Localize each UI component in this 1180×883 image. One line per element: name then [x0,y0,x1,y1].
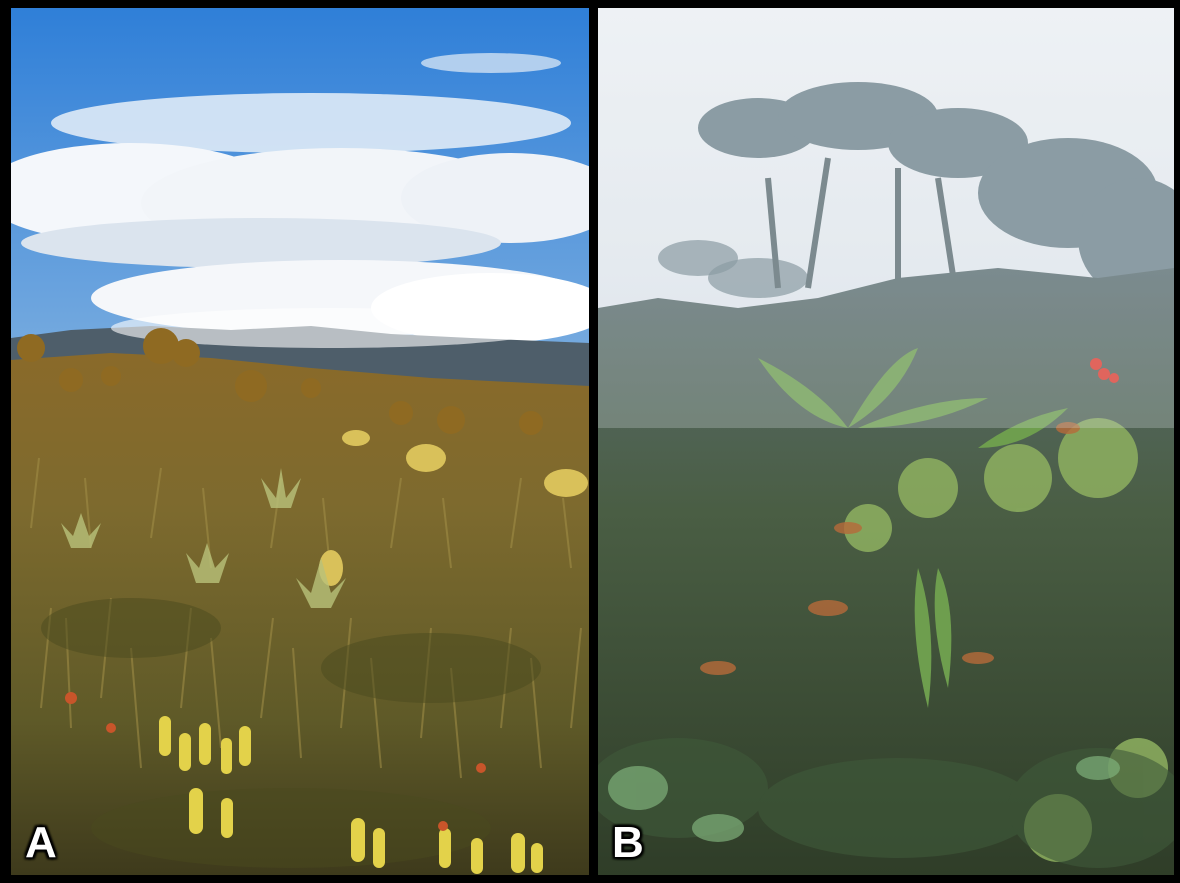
mist-overlay [598,8,1174,428]
broad-leaves [758,348,1068,708]
panel-label-a: A [25,818,57,867]
shrubs [17,328,543,435]
reddish-leaves [700,422,1080,675]
red-flower [1090,358,1119,383]
panel-a-photo: A [11,8,589,875]
tree-canopy [658,82,1174,298]
pitcher-plants [65,430,588,874]
panel-a-scene [11,8,589,875]
lower-foliage [598,738,1174,868]
panel-label-b: B [612,818,644,867]
meadow [11,353,589,875]
panel-b-photo: B [598,8,1174,875]
foreground-leaves [608,756,1120,842]
bromeliads [61,468,346,608]
panel-b-scene [598,8,1174,875]
